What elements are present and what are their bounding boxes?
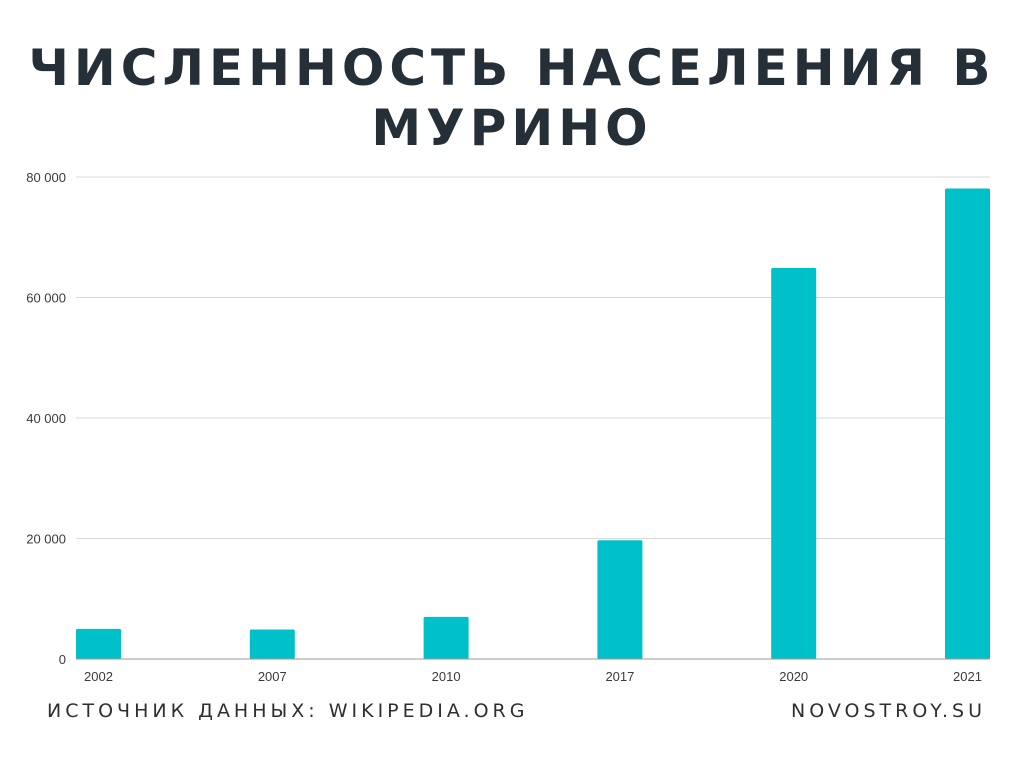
chart-title-text: Численность населения в Мурино [28,39,996,157]
y-tick-label: 20 000 [26,532,66,547]
x-tick-label: 2010 [432,669,461,684]
y-axis-ticks: 0 20 000 40 000 60 000 80 000 [26,170,66,667]
x-axis-ticks: 2002 2007 2010 2017 2020 2021 [84,669,982,684]
x-tick-label: 2002 [84,669,113,684]
bar-2020 [771,267,817,659]
bar-2017 [597,540,643,659]
data-source-label: ИСТОЧНИК ДАННЫХ: WIKIPEDIA.ORG [47,700,529,722]
bar-2007 [249,629,295,659]
bar-2002 [76,628,121,659]
x-tick-label: 2020 [779,669,808,684]
y-tick-label: 40 000 [26,411,66,426]
y-tick-label: 60 000 [26,291,66,306]
bar-2010 [423,616,469,659]
brand-label: NOVOSTROY.SU [791,700,986,722]
x-tick-label: 2021 [953,669,982,684]
x-tick-label: 2017 [605,669,634,684]
grid-lines [76,176,990,539]
y-tick-label: 0 [59,652,66,667]
bars [76,188,990,659]
bar-2021 [945,188,990,659]
chart-title: Численность населения в Мурино [0,38,1024,158]
x-tick-label: 2007 [258,669,287,684]
y-tick-label: 80 000 [26,170,66,185]
